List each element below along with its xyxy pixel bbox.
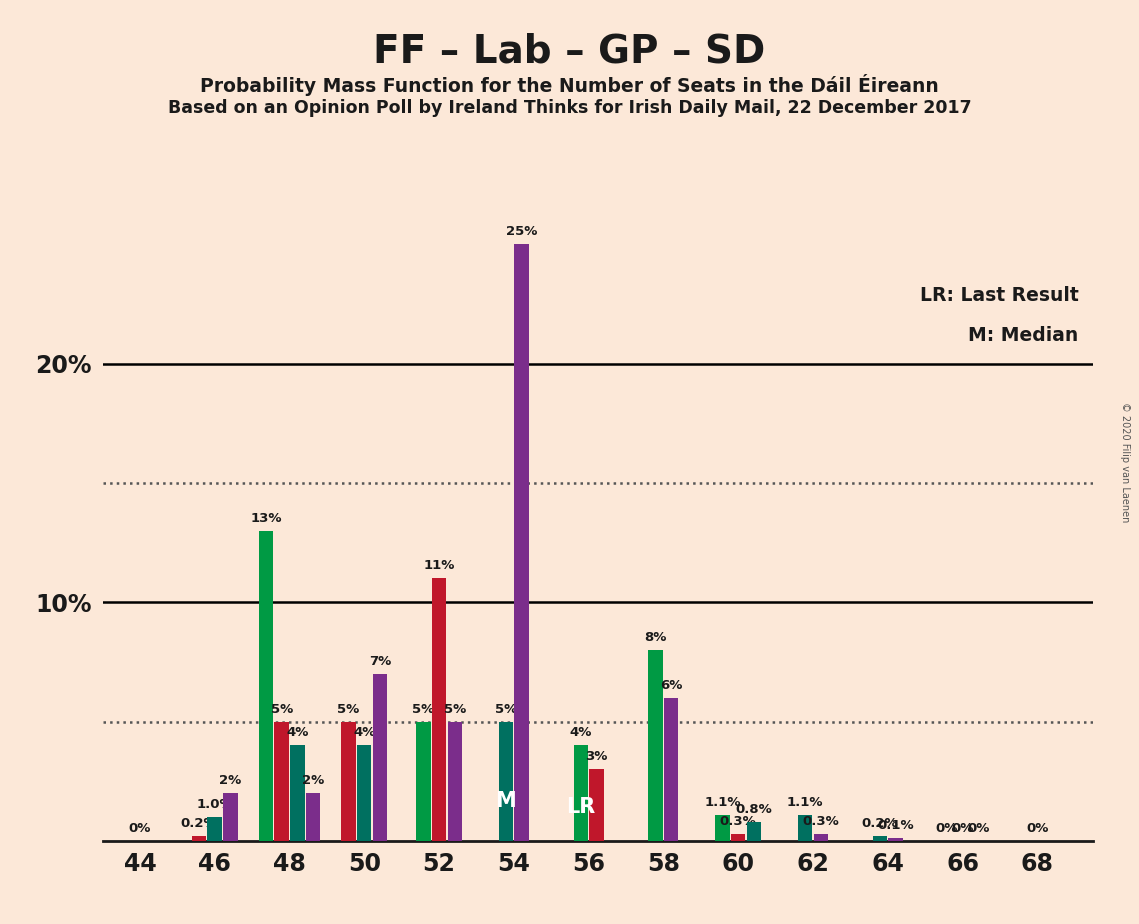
Bar (798, 815, 812, 841)
Text: 4%: 4% (570, 726, 592, 739)
Text: 0%: 0% (129, 821, 151, 834)
Bar (813, 833, 828, 841)
Text: LR: Last Result: LR: Last Result (920, 286, 1079, 306)
Bar (648, 650, 663, 841)
Text: 5%: 5% (412, 702, 434, 715)
Text: 2%: 2% (220, 774, 241, 787)
Bar (499, 722, 514, 841)
Bar (207, 817, 222, 841)
Text: Based on an Opinion Poll by Ireland Thinks for Irish Daily Mail, 22 December 201: Based on an Opinion Poll by Ireland Thin… (167, 99, 972, 116)
Text: 25%: 25% (506, 225, 538, 238)
Bar (259, 530, 273, 841)
Text: 0%: 0% (951, 821, 974, 834)
Bar (223, 793, 238, 841)
Text: 5%: 5% (443, 702, 466, 715)
Text: 8%: 8% (645, 631, 666, 644)
Text: 13%: 13% (251, 512, 281, 525)
Text: 0.2%: 0.2% (861, 817, 899, 830)
Bar (888, 838, 903, 841)
Text: Probability Mass Function for the Number of Seats in the Dáil Éireann: Probability Mass Function for the Number… (200, 74, 939, 96)
Text: 0%: 0% (935, 821, 958, 834)
Bar (574, 746, 588, 841)
Text: © 2020 Filip van Laenen: © 2020 Filip van Laenen (1121, 402, 1130, 522)
Text: 0%: 0% (967, 821, 990, 834)
Text: 0%: 0% (1026, 821, 1049, 834)
Text: 0.2%: 0.2% (181, 817, 218, 830)
Bar (448, 722, 462, 841)
Text: 2%: 2% (302, 774, 325, 787)
Bar (191, 836, 206, 841)
Text: 7%: 7% (369, 655, 391, 668)
Bar (747, 821, 761, 841)
Text: 6%: 6% (661, 679, 682, 692)
Text: 5%: 5% (494, 702, 517, 715)
Text: 4%: 4% (286, 726, 309, 739)
Bar (290, 746, 304, 841)
Bar (274, 722, 289, 841)
Bar (342, 722, 355, 841)
Bar (872, 836, 887, 841)
Bar (731, 833, 745, 841)
Text: FF – Lab – GP – SD: FF – Lab – GP – SD (374, 32, 765, 70)
Bar (664, 698, 679, 841)
Text: 0.1%: 0.1% (877, 820, 913, 833)
Text: 0.3%: 0.3% (803, 815, 839, 828)
Text: 0.8%: 0.8% (736, 803, 772, 816)
Text: 1.0%: 1.0% (196, 798, 233, 811)
Bar (305, 793, 320, 841)
Bar (357, 746, 371, 841)
Bar (432, 578, 446, 841)
Bar (515, 245, 528, 841)
Text: 11%: 11% (424, 559, 454, 573)
Text: M: M (495, 791, 516, 811)
Text: LR: LR (566, 797, 596, 817)
Bar (372, 674, 387, 841)
Bar (416, 722, 431, 841)
Bar (589, 770, 604, 841)
Text: M: Median: M: Median (968, 326, 1079, 345)
Text: 5%: 5% (337, 702, 360, 715)
Text: 5%: 5% (270, 702, 293, 715)
Bar (715, 815, 730, 841)
Text: 3%: 3% (585, 750, 608, 763)
Text: 0.3%: 0.3% (720, 815, 756, 828)
Text: 1.1%: 1.1% (787, 796, 823, 808)
Text: 4%: 4% (353, 726, 376, 739)
Text: 1.1%: 1.1% (704, 796, 740, 808)
